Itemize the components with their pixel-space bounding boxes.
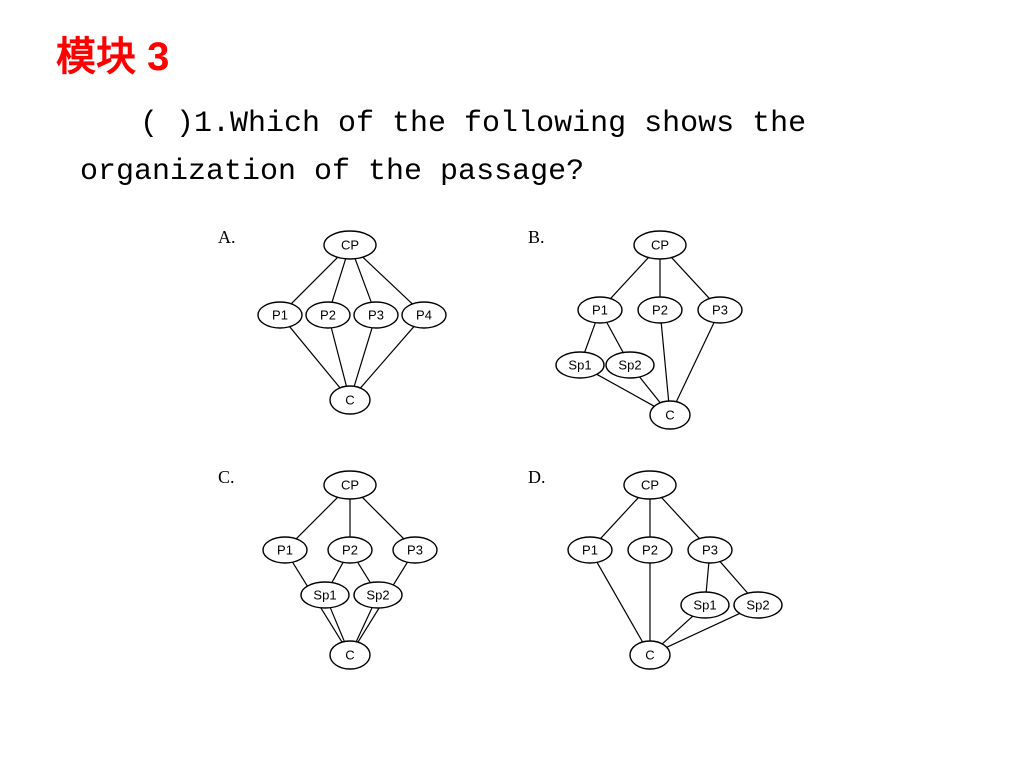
diagram-edge <box>706 563 709 592</box>
diagram-edge <box>662 498 700 539</box>
option-label: C. <box>218 467 235 487</box>
diagram-edge <box>290 327 340 388</box>
diagram-edge <box>601 498 639 539</box>
diagram-node-label: P3 <box>702 542 718 557</box>
diagram-edge <box>661 323 668 401</box>
module-title: 模块 3 <box>56 24 169 82</box>
diagram-edge <box>362 497 403 538</box>
diagram-node-label: CP <box>341 477 359 492</box>
diagram-edge <box>607 322 623 352</box>
option-b-diagram: B. CP P1 P2 P3 Sp1 Sp2 C <box>510 215 810 445</box>
diagram-node-label: P2 <box>642 542 658 557</box>
diagram-node-label: P2 <box>320 307 336 322</box>
diagram-edge <box>611 258 649 299</box>
diagram-node-label: CP <box>641 477 659 492</box>
diagram-edge <box>676 323 714 402</box>
diagram-edge <box>356 608 372 642</box>
diagram-node-label: Sp1 <box>313 587 336 602</box>
diagram-node-label: CP <box>651 237 669 252</box>
diagram-node-label: C <box>665 407 674 422</box>
option-c-diagram: C. CP P1 P2 P3 Sp1 Sp2 C <box>200 455 500 685</box>
diagram-node-label: P1 <box>277 542 293 557</box>
diagram-edge <box>330 608 344 642</box>
diagram-edge <box>332 259 346 302</box>
diagram-edge <box>363 257 412 304</box>
diagram-node-label: Sp1 <box>693 597 716 612</box>
diagram-edge <box>597 562 643 642</box>
diagram-node-label: Sp1 <box>568 357 591 372</box>
diagram-edge <box>672 258 710 299</box>
diagram-edge <box>640 377 661 403</box>
diagram-node-label: Sp2 <box>366 587 389 602</box>
diagram-options: A. CP P1 P2 P3 P4 C B. CP P1 P2 P3 Sp1 Sp2 C C. CP P1 P2… <box>200 215 820 685</box>
diagram-node-label: P2 <box>652 302 668 317</box>
diagram-node-label: P3 <box>712 302 728 317</box>
diagram-edge <box>597 374 655 406</box>
diagram-edge <box>360 327 414 388</box>
diagram-edge <box>720 562 748 594</box>
diagram-edge <box>291 257 337 303</box>
diagram-node-label: P1 <box>592 302 608 317</box>
diagram-node-label: CP <box>341 237 359 252</box>
diagram-edge <box>358 562 371 582</box>
diagram-node-label: P1 <box>272 307 288 322</box>
diagram-node-label: P2 <box>342 542 358 557</box>
diagram-node-label: P1 <box>582 542 598 557</box>
diagram-node-label: Sp2 <box>746 597 769 612</box>
diagram-edge <box>332 562 343 582</box>
diagram-node-label: C <box>345 647 354 662</box>
diagram-node-label: P4 <box>416 307 432 322</box>
question-text: ( )1.Which of the following shows the or… <box>80 100 944 196</box>
option-label: B. <box>528 227 545 247</box>
diagram-node-label: Sp2 <box>618 357 641 372</box>
diagram-edge <box>355 259 371 303</box>
option-a-diagram: A. CP P1 P2 P3 P4 C <box>200 215 500 445</box>
diagram-node-label: P3 <box>368 307 384 322</box>
question-prefix: ( )1. <box>140 107 230 141</box>
diagram-edge <box>331 328 346 386</box>
diagram-node-label: C <box>645 647 654 662</box>
diagram-edge <box>296 497 337 538</box>
option-label: D. <box>528 467 546 487</box>
diagram-node-label: P3 <box>407 542 423 557</box>
option-d-diagram: D. CP P1 P2 P3 Sp1 Sp2 C <box>510 455 810 685</box>
diagram-edge <box>585 323 596 353</box>
diagram-node-label: C <box>345 392 354 407</box>
diagram-edge <box>662 616 693 644</box>
option-label: A. <box>218 227 236 247</box>
